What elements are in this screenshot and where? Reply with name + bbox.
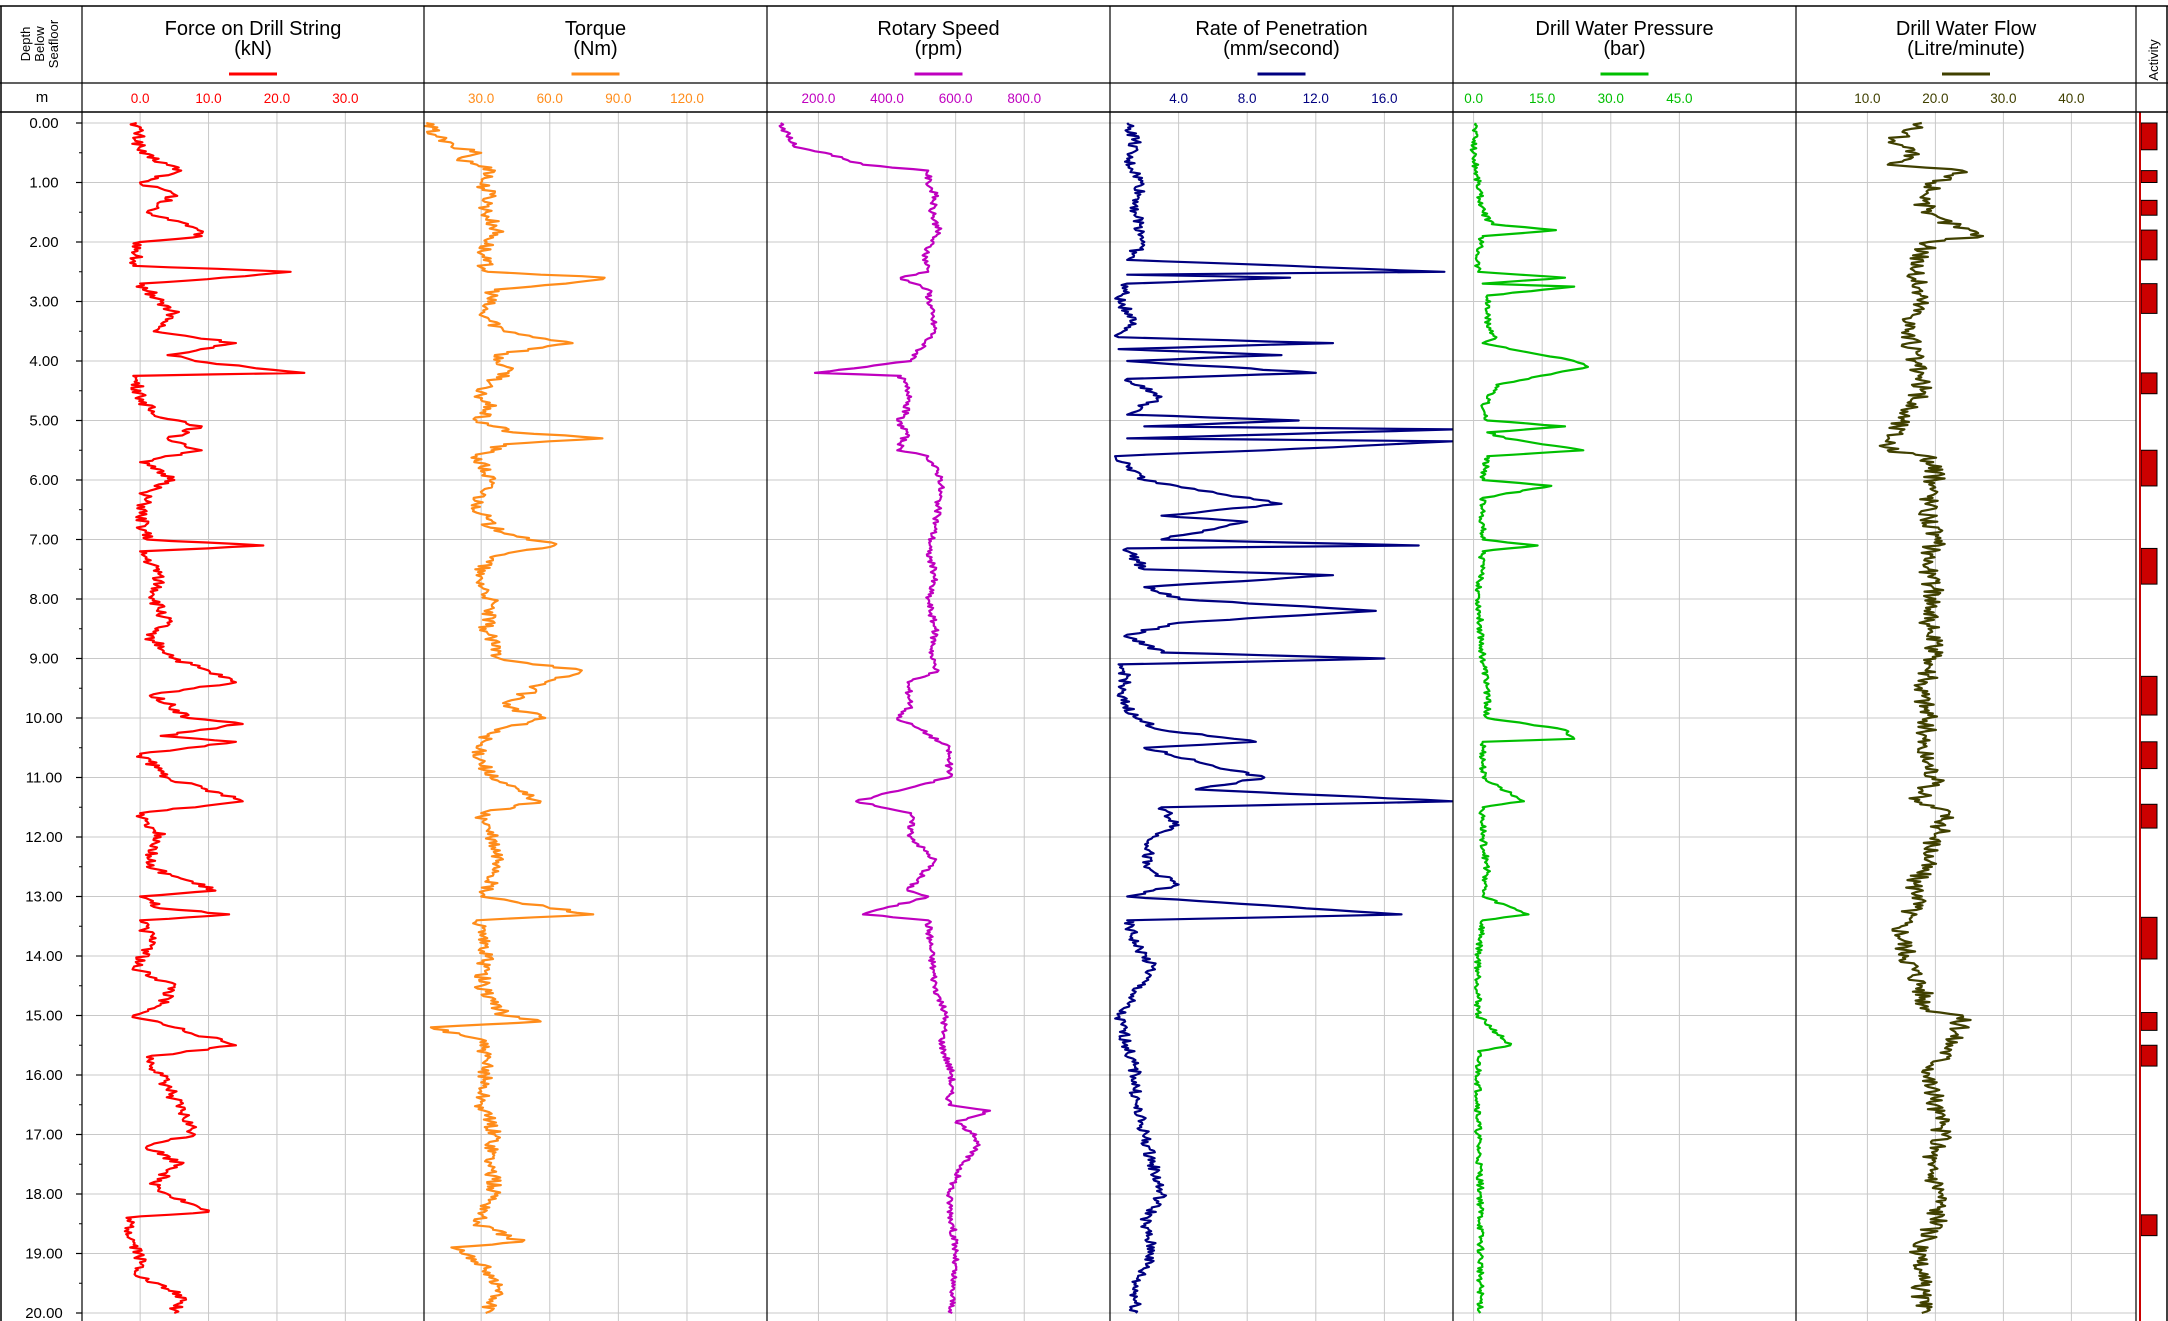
track-1-unit: (kN)	[234, 38, 272, 60]
track-4-tick-label-2: 12.0	[1303, 91, 1329, 106]
depth-tick-label-8: 8.00	[29, 591, 58, 608]
track-4-tick-label-1: 8.0	[1238, 91, 1257, 106]
depth-tick-label-2: 2.00	[29, 234, 58, 251]
activity-label: Activity	[2146, 39, 2161, 81]
track-2-series-line	[424, 121, 606, 1315]
track-3-tick-label-0: 200.0	[802, 91, 836, 106]
track-3-tick-label-2: 600.0	[939, 91, 973, 106]
activity-block-3	[2140, 229, 2158, 261]
track-6-series-line	[1878, 121, 1985, 1315]
activity-block-6	[2140, 449, 2158, 487]
track-5-series-line	[1469, 122, 1589, 1314]
depth-tick-label-16: 16.00	[25, 1067, 63, 1084]
track-1-tick-label-1: 10.0	[195, 91, 221, 106]
depth-tick-label-7: 7.00	[29, 532, 58, 549]
activity-block-5	[2140, 372, 2158, 395]
depth-tick-label-15: 15.00	[25, 1008, 63, 1025]
track-6-tick-label-1: 20.0	[1922, 91, 1948, 106]
activity-block-13	[2140, 1044, 2158, 1067]
depth-axis-label-line-1: Below	[32, 26, 47, 62]
depth-tick-label-13: 13.00	[25, 889, 63, 906]
activity-block-11	[2140, 916, 2158, 960]
depth-tick-label-11: 11.00	[26, 770, 62, 787]
depth-tick-label-6: 6.00	[29, 472, 58, 489]
track-5-tick-label-0: 0.0	[1464, 91, 1483, 106]
track-6-tick-label-2: 30.0	[1990, 91, 2016, 106]
track-1-title: Force on Drill String	[165, 18, 342, 40]
track-3-tick-label-3: 800.0	[1007, 91, 1041, 106]
depth-tick-label-1: 1.00	[29, 175, 58, 192]
track-1-tick-label-0: 0.0	[131, 91, 150, 106]
track-5-tick-label-3: 45.0	[1666, 91, 1692, 106]
track-6-unit: (Litre/minute)	[1907, 38, 2025, 60]
track-3-tick-label-1: 400.0	[870, 91, 904, 106]
depth-axis-label-line-2: Seafloor	[46, 19, 61, 68]
track-5-tick-label-1: 15.0	[1529, 91, 1555, 106]
depth-tick-label-12: 12.00	[25, 829, 63, 846]
track-4-tick-label-3: 16.0	[1371, 91, 1397, 106]
track-4-title: Rate of Penetration	[1195, 18, 1367, 40]
activity-block-7	[2140, 547, 2158, 585]
track-2-unit: (Nm)	[573, 38, 617, 60]
track-2-tick-label-0: 30.0	[468, 91, 494, 106]
depth-tick-label-19: 19.00	[25, 1246, 63, 1263]
depth-tick-label-5: 5.00	[29, 413, 58, 430]
track-4-unit: (mm/second)	[1223, 38, 1340, 60]
track-4-tick-label-0: 4.0	[1169, 91, 1188, 106]
depth-tick-label-3: 3.00	[29, 294, 58, 311]
depth-tick-label-20: 20.00	[25, 1305, 63, 1321]
track-1-tick-label-3: 30.0	[332, 91, 358, 106]
track-1-series-line	[123, 121, 306, 1315]
depth-tick-label-17: 17.00	[25, 1127, 63, 1144]
track-3-title: Rotary Speed	[877, 18, 999, 40]
activity-block-2	[2140, 199, 2158, 216]
track-2-tick-label-1: 60.0	[537, 91, 563, 106]
activity-block-14	[2140, 1214, 2158, 1237]
track-5-tick-label-2: 30.0	[1598, 91, 1624, 106]
activity-block-0	[2140, 122, 2158, 151]
depth-tick-label-18: 18.00	[25, 1186, 63, 1203]
depth-tick-label-9: 9.00	[29, 651, 58, 668]
activity-block-1	[2140, 170, 2158, 184]
activity-block-4	[2140, 283, 2158, 314]
track-6-tick-label-0: 10.0	[1854, 91, 1880, 106]
activity-block-8	[2140, 675, 2158, 716]
activity-block-12	[2140, 1012, 2158, 1031]
activity-block-10	[2140, 803, 2158, 829]
depth-tick-label-4: 4.00	[29, 353, 58, 370]
track-5-title: Drill Water Pressure	[1535, 18, 1713, 40]
activity-block-9	[2140, 741, 2158, 770]
depth-axis-unit: m	[36, 89, 49, 106]
depth-tick-label-10: 10.00	[25, 710, 63, 727]
track-3-unit: (rpm)	[915, 38, 963, 60]
depth-tick-label-14: 14.00	[25, 948, 63, 965]
depth-tick-label-0: 0.00	[29, 115, 58, 132]
frame-layer	[0, 5, 2168, 1321]
track-2-tick-label-2: 90.0	[605, 91, 631, 106]
track-4-series-line	[1113, 122, 1453, 1314]
track-5-unit: (bar)	[1603, 38, 1645, 60]
curve-layer	[123, 121, 2158, 1315]
track-1-tick-label-2: 20.0	[264, 91, 290, 106]
track-2-title: Torque	[565, 18, 626, 40]
grid-layer	[82, 112, 2136, 1321]
track-6-title: Drill Water Flow	[1896, 18, 2037, 40]
depth-axis-label-line-0: Depth	[18, 27, 33, 62]
track-6-tick-label-3: 40.0	[2058, 91, 2084, 106]
track-2-tick-label-3: 120.0	[670, 91, 704, 106]
text-layer: 0.00 1.00 2.00 3.00 4.00 5.00 6.00 7.00 8.00 9.00…	[18, 18, 2161, 1321]
track-3-series-line	[778, 122, 992, 1315]
